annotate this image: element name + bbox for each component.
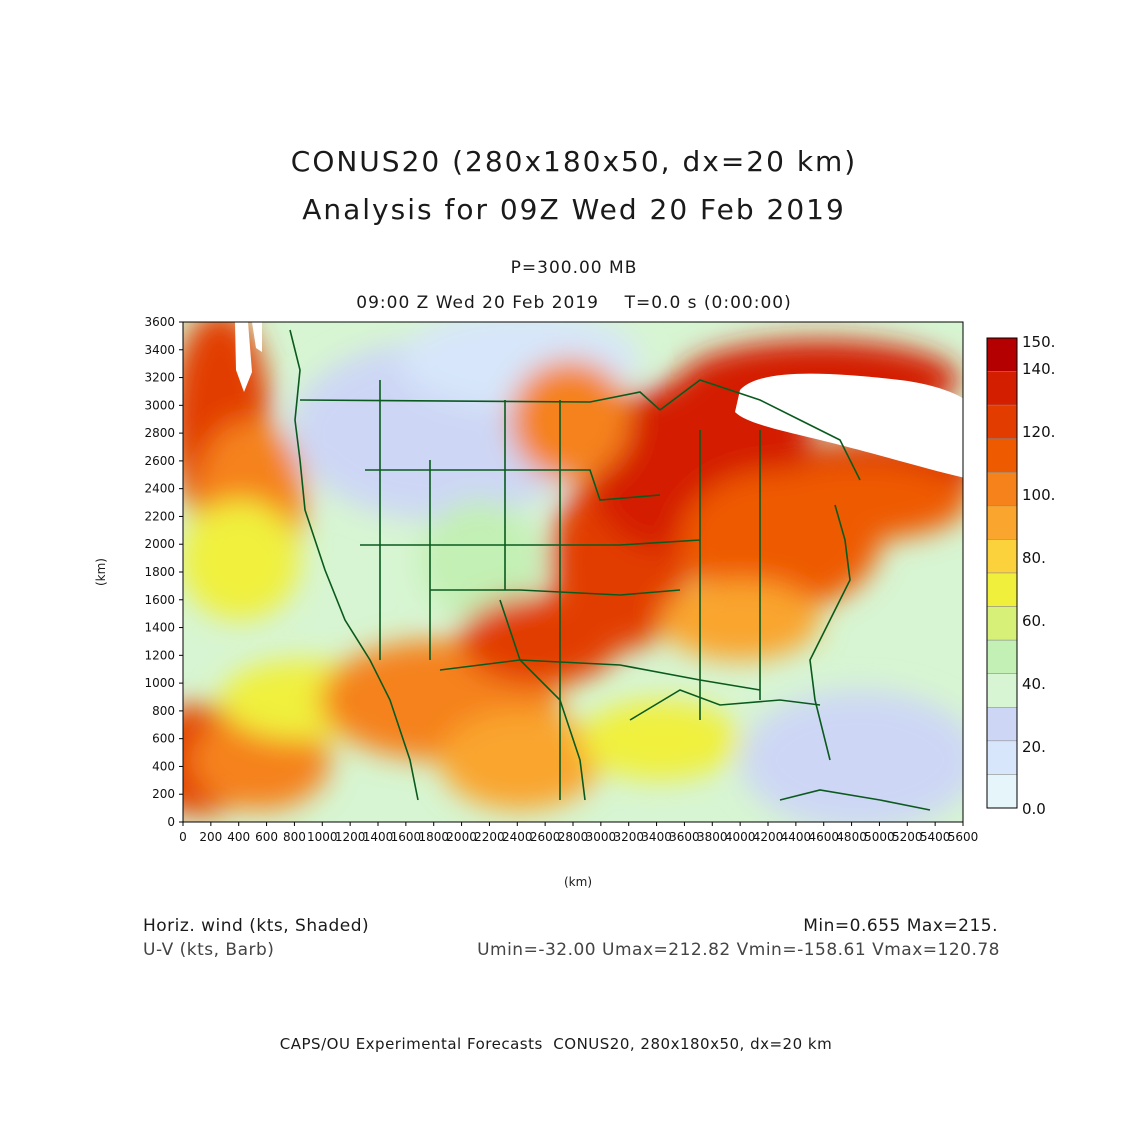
x-tick-label: 4400	[781, 830, 812, 844]
y-tick-label: 3400	[144, 343, 175, 357]
x-tick-label: 2400	[502, 830, 533, 844]
y-tick-label: 1000	[144, 676, 175, 690]
y-tick-label: 2800	[144, 426, 175, 440]
shaded-field-label: Horiz. wind (kts, Shaded)	[143, 916, 370, 936]
y-tick-label: 1600	[144, 593, 175, 607]
colorbar-swatch	[986, 505, 1018, 540]
colorbar-swatch	[986, 707, 1018, 742]
colorbar-frame	[986, 337, 1018, 809]
colorbar-swatch	[986, 740, 1018, 775]
x-tick-label: 0	[179, 830, 187, 844]
colorbar-swatch	[986, 774, 1018, 809]
x-tick-label: 2000	[446, 830, 477, 844]
colorbar-label: 120.	[1022, 423, 1055, 441]
min-max-label: Min=0.655 Max=215.	[803, 916, 998, 936]
colorbar-swatch	[986, 404, 1018, 439]
y-tick-label: 800	[152, 704, 175, 718]
x-axis-label: (km)	[564, 875, 593, 889]
y-tick-label: 2400	[144, 482, 175, 496]
y-tick-label: 3600	[144, 315, 175, 329]
y-tick-label: 0	[167, 815, 175, 829]
barb-field-label: U-V (kts, Barb)	[143, 940, 275, 960]
valid-time-label: 09:00 Z Wed 20 Feb 2019 T=0.0 s (0:00:00…	[356, 293, 792, 313]
x-tick-label: 4000	[725, 830, 756, 844]
x-tick-label: 3200	[613, 830, 644, 844]
x-tick-label: 4800	[836, 830, 867, 844]
x-tick-label: 2200	[474, 830, 505, 844]
colorbar-swatch	[986, 539, 1018, 574]
x-tick-label: 5600	[948, 830, 979, 844]
x-tick-label: 1200	[335, 830, 366, 844]
colorbar-label: 0.0	[1022, 800, 1046, 818]
colorbar-label: 60.	[1022, 612, 1046, 630]
x-tick-label: 3000	[586, 830, 617, 844]
x-tick-label: 3600	[669, 830, 700, 844]
map-boundaries	[289, 329, 931, 811]
chart-title-line2: Analysis for 09Z Wed 20 Feb 2019	[302, 193, 846, 226]
y-tick-label: 1200	[144, 648, 175, 662]
colorbar-label: 150.	[1022, 333, 1055, 351]
colorbar-swatch	[986, 606, 1018, 641]
wind-speed-shading	[183, 322, 963, 822]
x-tick-label: 5200	[892, 830, 923, 844]
x-tick-label: 2800	[558, 830, 589, 844]
colorbar: 150. 140. 120. 100. 80. 60. 40. 20. 0.0	[986, 333, 1055, 818]
x-tick-label: 1000	[307, 830, 338, 844]
x-tick-label: 600	[255, 830, 278, 844]
x-tick-label: 1400	[363, 830, 394, 844]
y-tick-label: 1800	[144, 565, 175, 579]
colorbar-label: 40.	[1022, 675, 1046, 693]
y-tick-label: 3200	[144, 371, 175, 385]
colorbar-label: 20.	[1022, 738, 1046, 756]
chart-title-line1: CONUS20 (280x180x50, dx=20 km)	[290, 145, 858, 178]
colorbar-swatch	[986, 639, 1018, 674]
colorbar-label: 80.	[1022, 549, 1046, 567]
x-tick-label: 1600	[391, 830, 422, 844]
y-tick-label: 400	[152, 759, 175, 773]
x-tick-label: 400	[227, 830, 250, 844]
y-axis-label: (km)	[94, 557, 109, 587]
x-tick-label: 3800	[697, 830, 728, 844]
x-tick-label: 1800	[418, 830, 449, 844]
y-axis: 0 200 400 600 800 1000 1200 1400 1600 1800 2000 220…	[144, 315, 183, 829]
x-axis: 0 200 400 600 800 100012001400160018002000220…	[179, 822, 978, 844]
colorbar-swatch	[986, 337, 1018, 372]
x-tick-label: 3400	[641, 830, 672, 844]
colorbar-label: 140.	[1022, 360, 1055, 378]
uv-range-label: Umin=-32.00 Umax=212.82 Vmin=-158.61 Vma…	[477, 940, 1000, 960]
x-tick-label: 5000	[864, 830, 895, 844]
y-tick-label: 2000	[144, 537, 175, 551]
y-tick-label: 600	[152, 732, 175, 746]
colorbar-label: 100.	[1022, 486, 1055, 504]
x-tick-label: 4200	[753, 830, 784, 844]
colorbar-swatch	[986, 371, 1018, 406]
x-tick-label: 800	[283, 830, 306, 844]
y-tick-label: 200	[152, 787, 175, 801]
x-tick-label: 5400	[920, 830, 951, 844]
credit-label: CAPS/OU Experimental Forecasts CONUS20, …	[279, 1035, 833, 1053]
colorbar-swatch	[986, 673, 1018, 708]
x-tick-label: 4600	[808, 830, 839, 844]
colorbar-swatch	[986, 438, 1018, 473]
x-tick-label: 200	[199, 830, 222, 844]
colorbar-swatch	[986, 572, 1018, 607]
y-tick-label: 1400	[144, 621, 175, 635]
y-tick-label: 2600	[144, 454, 175, 468]
pressure-level-label: P=300.00 MB	[510, 258, 638, 278]
y-tick-label: 2200	[144, 509, 175, 523]
y-tick-label: 3000	[144, 398, 175, 412]
colorbar-swatch	[986, 472, 1018, 507]
x-tick-label: 2600	[530, 830, 561, 844]
